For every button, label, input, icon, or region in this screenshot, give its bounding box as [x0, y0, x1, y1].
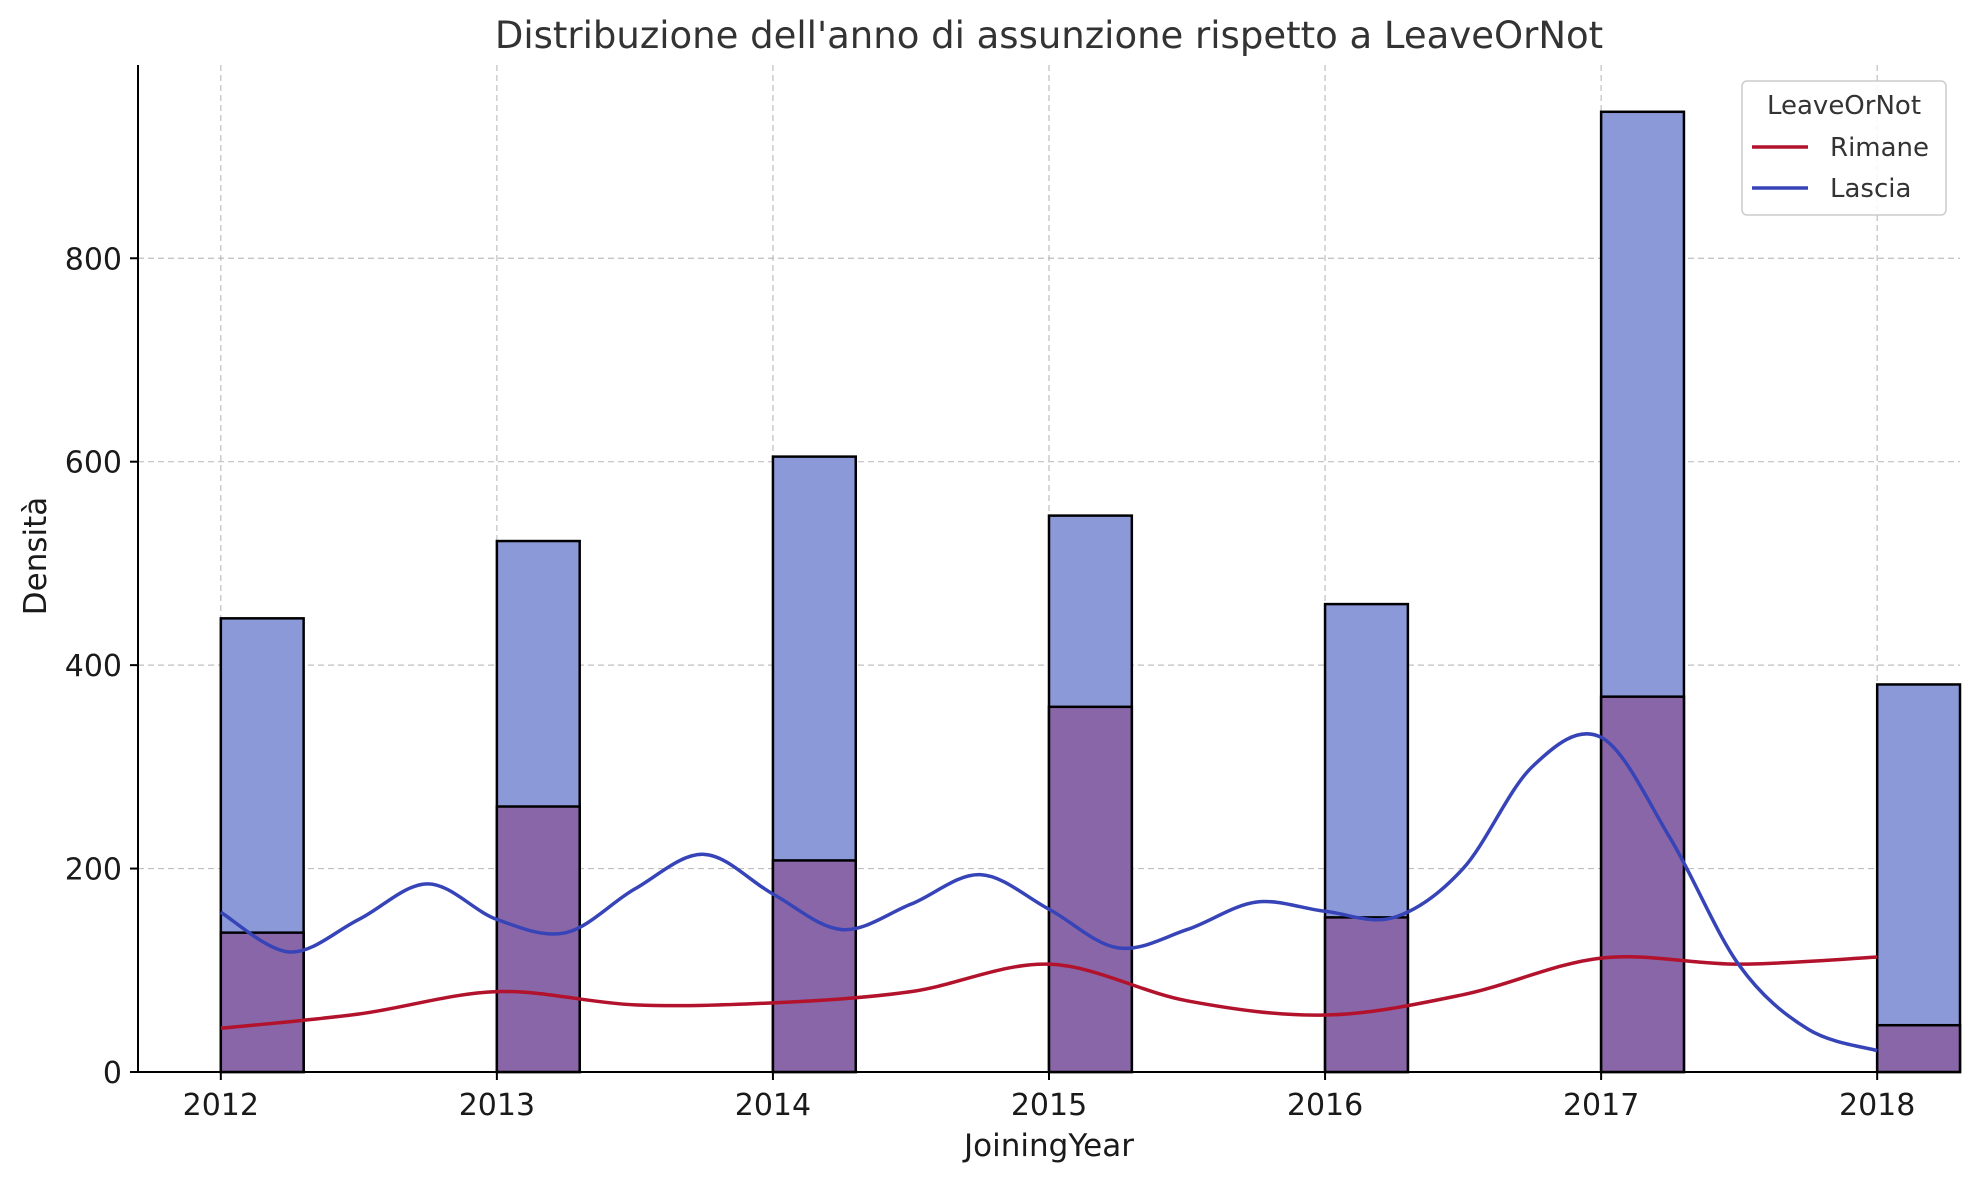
- legend-label-rimane: Rimane: [1830, 133, 1929, 163]
- legend-box: [1741, 80, 1947, 216]
- bar-lascia-2016: [1323, 916, 1410, 1074]
- x-tick-label: 2014: [735, 1088, 811, 1123]
- bar-lascia-2015: [1047, 705, 1134, 1074]
- bar-rimane-2018: [1875, 683, 1962, 1074]
- legend-title: LeaveOrNot: [1767, 91, 1921, 121]
- x-ticks: 2012 2013 2014 2015 2016 2017 2018: [183, 1072, 1915, 1123]
- legend[interactable]: LeaveOrNot Rimane Lascia: [1741, 80, 1947, 216]
- y-axis-title: Densità: [18, 497, 54, 616]
- legend-label-lascia: Lascia: [1830, 174, 1911, 204]
- y-tick-label: 0: [103, 1056, 122, 1091]
- bar-lascia-2013: [495, 805, 581, 1074]
- kde-lines: [219, 732, 1878, 1053]
- chart-title: Distribuzione dell'anno di assunzione ri…: [495, 14, 1603, 57]
- bars: [219, 110, 1962, 1074]
- x-tick-label: 2015: [1011, 1088, 1087, 1123]
- x-tick-label: 2013: [459, 1088, 535, 1123]
- kde-line-lascia: [219, 732, 1878, 1053]
- x-axis-title: JoiningYear: [962, 1128, 1134, 1164]
- bar-lascia-2017: [1599, 695, 1686, 1074]
- y-tick-label: 200: [65, 853, 122, 888]
- y-tick-label: 800: [65, 242, 122, 277]
- x-tick-label: 2016: [1287, 1088, 1363, 1123]
- kde-line-rimane: [220, 955, 1878, 1031]
- y-tick-label: 400: [65, 649, 122, 684]
- bar-lascia-2014: [771, 859, 858, 1074]
- x-tick-label: 2017: [1563, 1088, 1639, 1123]
- bar-lascia-2018: [1875, 1023, 1962, 1074]
- y-ticks: 0 200 400 600 800: [65, 242, 138, 1091]
- x-tick-label: 2018: [1839, 1088, 1915, 1123]
- y-tick-label: 600: [65, 446, 122, 481]
- x-tick-label: 2012: [183, 1088, 259, 1123]
